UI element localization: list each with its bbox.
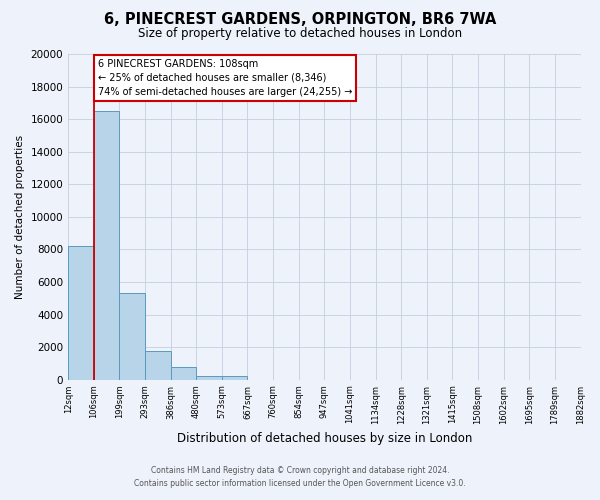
Text: Size of property relative to detached houses in London: Size of property relative to detached ho…	[138, 28, 462, 40]
Text: Contains HM Land Registry data © Crown copyright and database right 2024.
Contai: Contains HM Land Registry data © Crown c…	[134, 466, 466, 487]
Text: 6 PINECREST GARDENS: 108sqm
← 25% of detached houses are smaller (8,346)
74% of : 6 PINECREST GARDENS: 108sqm ← 25% of det…	[98, 59, 352, 97]
Bar	[145, 351, 170, 380]
Text: 6, PINECREST GARDENS, ORPINGTON, BR6 7WA: 6, PINECREST GARDENS, ORPINGTON, BR6 7WA	[104, 12, 496, 28]
Bar	[222, 376, 247, 380]
X-axis label: Distribution of detached houses by size in London: Distribution of detached houses by size …	[176, 432, 472, 445]
Y-axis label: Number of detached properties: Number of detached properties	[15, 135, 25, 299]
Bar	[68, 246, 94, 380]
Bar	[94, 111, 119, 380]
Bar	[119, 294, 145, 380]
Bar	[196, 376, 222, 380]
Bar	[170, 368, 196, 380]
